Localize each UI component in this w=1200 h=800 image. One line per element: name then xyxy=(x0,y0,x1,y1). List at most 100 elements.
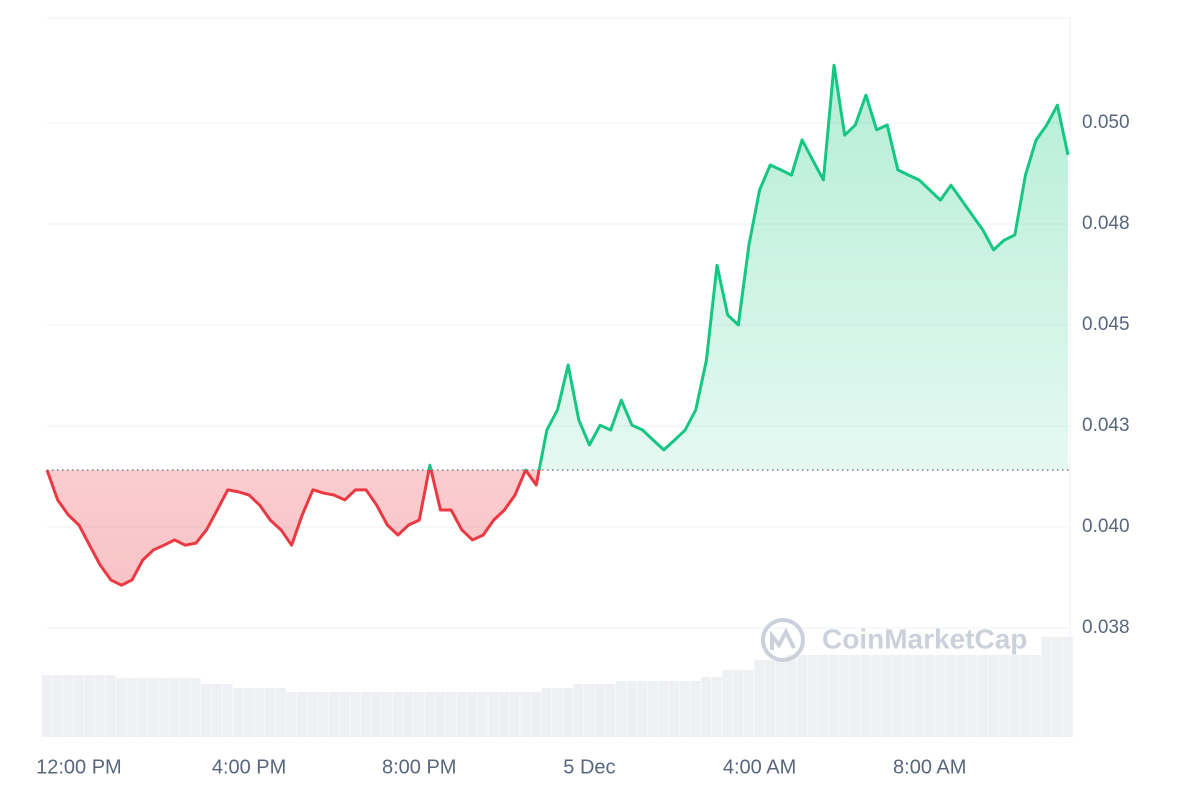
volume-bar xyxy=(839,655,850,737)
volume-bar xyxy=(658,681,669,737)
volume-bar xyxy=(573,684,584,737)
volume-bar xyxy=(520,692,531,737)
volume-bar xyxy=(318,692,329,737)
volume-bar xyxy=(307,692,318,737)
volume-bar xyxy=(626,681,637,737)
volume-bar xyxy=(552,688,563,737)
x-tick-label: 12:00 PM xyxy=(36,756,122,778)
price-line-down xyxy=(45,470,541,587)
volume-bar xyxy=(382,692,393,737)
y-tick-label: 0.040 xyxy=(1082,516,1130,537)
volume-bar xyxy=(828,655,839,737)
volume-bar xyxy=(754,660,765,737)
volume-bar xyxy=(179,678,190,737)
x-tick-label: 5 Dec xyxy=(563,756,615,778)
volume-bar xyxy=(41,675,52,737)
volume-bar xyxy=(371,692,382,737)
volume-bar xyxy=(360,692,371,737)
volume-bar xyxy=(243,688,254,737)
volume-bar xyxy=(732,670,744,737)
volume-bar xyxy=(541,688,552,737)
volume-bar xyxy=(403,692,414,737)
volume-bar xyxy=(892,655,903,737)
volume-bar xyxy=(222,684,233,737)
y-tick-label: 0.038 xyxy=(1082,617,1130,638)
volume-bar xyxy=(467,692,478,737)
volume-bar xyxy=(94,675,105,737)
volume-bar xyxy=(1009,655,1020,737)
volume-bar xyxy=(296,692,307,737)
volume-bar xyxy=(328,692,339,737)
volume-bar xyxy=(137,678,148,737)
volume-bar xyxy=(562,688,573,737)
volume-bar xyxy=(116,678,127,737)
volume-bar xyxy=(1030,655,1041,737)
volume-bar xyxy=(637,681,648,737)
volume-bar xyxy=(669,681,680,737)
volume-bar xyxy=(254,688,265,737)
volume-bar xyxy=(679,681,690,737)
volume-bar xyxy=(796,655,807,737)
volume-bar xyxy=(62,675,73,737)
volume-bar xyxy=(265,688,276,737)
volume-bar xyxy=(711,677,722,737)
y-tick-label: 0.050 xyxy=(1082,112,1130,133)
volume-bar xyxy=(966,655,977,737)
watermark-logo xyxy=(761,618,805,662)
volume-bar xyxy=(392,692,403,737)
volume-bar xyxy=(530,692,541,737)
volume-bar xyxy=(52,675,63,737)
volume-bar xyxy=(935,655,946,737)
y-tick-label: 0.045 xyxy=(1082,314,1130,335)
area-down xyxy=(47,470,540,586)
watermark: CoinMarketCap xyxy=(761,618,1027,662)
volume-bar xyxy=(456,692,467,737)
volume-bar xyxy=(350,692,361,737)
volume-bar xyxy=(339,692,350,737)
volume-bar xyxy=(190,678,201,737)
volume-bar xyxy=(881,655,892,737)
y-tick-label: 0.043 xyxy=(1082,415,1130,436)
x-tick-label: 4:00 AM xyxy=(723,756,796,778)
volume-bar xyxy=(956,655,967,737)
volume-bar xyxy=(615,681,627,737)
volume-bar xyxy=(169,678,180,737)
volume-bar xyxy=(211,684,222,737)
volume-bar xyxy=(924,655,935,737)
volume-bar xyxy=(913,655,924,737)
volume-bar xyxy=(998,655,1009,737)
volume-bar xyxy=(413,692,424,737)
volume-bar xyxy=(84,675,95,737)
y-tick-label: 0.048 xyxy=(1082,213,1130,234)
volume-bar xyxy=(594,684,605,737)
volume-bar xyxy=(584,684,595,737)
volume-bar xyxy=(818,655,829,737)
volume-bar xyxy=(807,655,818,737)
watermark-text: CoinMarketCap xyxy=(822,623,1027,654)
volume-bar xyxy=(126,678,137,737)
volume-bar xyxy=(499,692,510,737)
volume-bar xyxy=(764,660,775,737)
volume-bar xyxy=(1041,637,1052,737)
volume-bar xyxy=(1062,637,1073,737)
volume-bar xyxy=(605,684,616,737)
volume-bar xyxy=(701,677,712,737)
volume-bar xyxy=(148,678,159,737)
volume-bar xyxy=(233,688,244,737)
x-tick-label: 4:00 PM xyxy=(212,756,286,778)
volume-bar xyxy=(275,688,286,737)
volume-bar xyxy=(435,692,446,737)
volume-bar xyxy=(775,660,786,737)
volume-bar xyxy=(477,692,488,737)
volume-bar xyxy=(73,675,84,737)
volume-bar xyxy=(903,655,914,737)
volume-bar xyxy=(743,670,754,737)
volume-bar xyxy=(722,670,733,737)
volume-bar xyxy=(1052,637,1063,737)
volume-bar xyxy=(105,675,116,737)
x-tick-label: 8:00 AM xyxy=(893,756,966,778)
volume-bar xyxy=(201,684,212,737)
volume-bar xyxy=(977,655,988,737)
